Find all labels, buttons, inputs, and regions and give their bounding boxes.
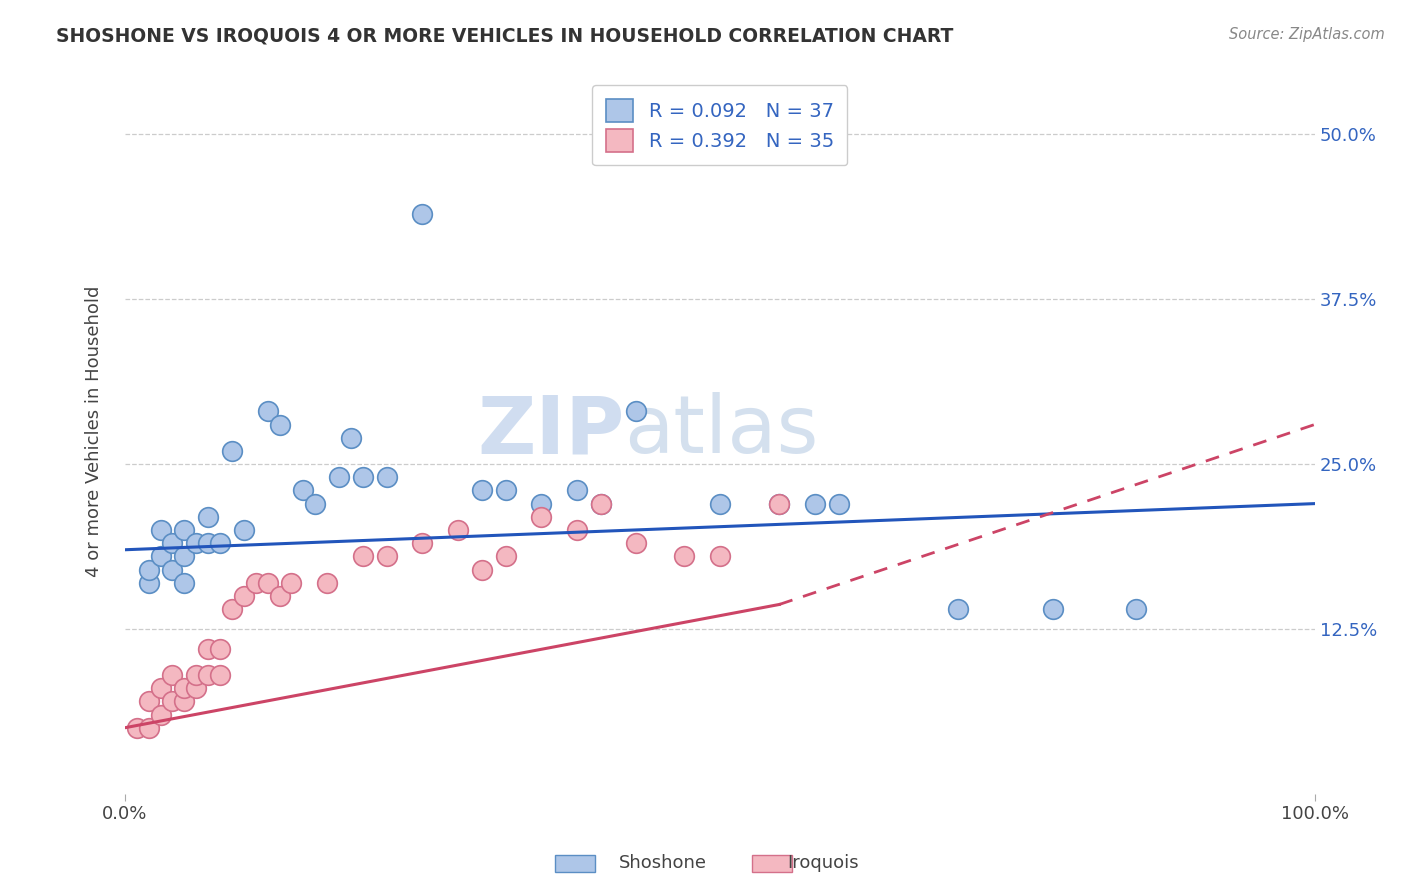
- Point: [411, 536, 433, 550]
- Point: [208, 536, 231, 550]
- Point: [673, 549, 696, 564]
- Point: [411, 206, 433, 220]
- Point: [626, 536, 648, 550]
- Point: [269, 417, 291, 432]
- Point: [138, 562, 160, 576]
- Point: [232, 589, 254, 603]
- Point: [709, 549, 731, 564]
- Point: [173, 681, 195, 696]
- Point: [768, 497, 790, 511]
- Point: [256, 575, 278, 590]
- Point: [375, 470, 398, 484]
- Point: [768, 497, 790, 511]
- Point: [589, 497, 612, 511]
- Point: [173, 694, 195, 708]
- Point: [149, 523, 172, 537]
- Text: Shoshone: Shoshone: [619, 855, 707, 872]
- Text: SHOSHONE VS IROQUOIS 4 OR MORE VEHICLES IN HOUSEHOLD CORRELATION CHART: SHOSHONE VS IROQUOIS 4 OR MORE VEHICLES …: [56, 27, 953, 45]
- Point: [530, 497, 553, 511]
- Point: [197, 509, 219, 524]
- Text: Iroquois: Iroquois: [787, 855, 859, 872]
- Point: [173, 575, 195, 590]
- Point: [173, 523, 195, 537]
- Point: [162, 694, 184, 708]
- Point: [447, 523, 470, 537]
- Point: [340, 431, 363, 445]
- Point: [149, 681, 172, 696]
- Point: [186, 668, 208, 682]
- Point: [589, 497, 612, 511]
- Point: [1125, 602, 1147, 616]
- Point: [256, 404, 278, 418]
- Point: [292, 483, 315, 498]
- Point: [495, 549, 517, 564]
- Point: [316, 575, 339, 590]
- Point: [352, 470, 374, 484]
- Point: [162, 562, 184, 576]
- Point: [565, 523, 588, 537]
- Point: [626, 404, 648, 418]
- Text: Source: ZipAtlas.com: Source: ZipAtlas.com: [1229, 27, 1385, 42]
- Point: [495, 483, 517, 498]
- Y-axis label: 4 or more Vehicles in Household: 4 or more Vehicles in Household: [86, 285, 103, 577]
- Point: [197, 668, 219, 682]
- Point: [828, 497, 851, 511]
- Point: [197, 536, 219, 550]
- Point: [709, 497, 731, 511]
- Point: [304, 497, 326, 511]
- Point: [280, 575, 302, 590]
- Point: [245, 575, 267, 590]
- Point: [208, 641, 231, 656]
- Point: [328, 470, 350, 484]
- Point: [138, 694, 160, 708]
- Point: [375, 549, 398, 564]
- Point: [173, 549, 195, 564]
- Point: [946, 602, 969, 616]
- Legend: R = 0.092   N = 37, R = 0.392   N = 35: R = 0.092 N = 37, R = 0.392 N = 35: [592, 86, 848, 165]
- Point: [125, 721, 148, 735]
- Text: ZIP: ZIP: [477, 392, 624, 470]
- Point: [352, 549, 374, 564]
- Point: [208, 668, 231, 682]
- Point: [197, 641, 219, 656]
- Point: [186, 681, 208, 696]
- Point: [565, 483, 588, 498]
- Point: [221, 443, 243, 458]
- Point: [186, 536, 208, 550]
- Point: [471, 483, 494, 498]
- Point: [162, 536, 184, 550]
- Point: [269, 589, 291, 603]
- Point: [471, 562, 494, 576]
- Point: [162, 668, 184, 682]
- Point: [232, 523, 254, 537]
- Point: [804, 497, 827, 511]
- Point: [138, 575, 160, 590]
- Text: atlas: atlas: [624, 392, 818, 470]
- Point: [149, 549, 172, 564]
- Point: [221, 602, 243, 616]
- Point: [1042, 602, 1064, 616]
- Point: [138, 721, 160, 735]
- Point: [149, 707, 172, 722]
- Point: [530, 509, 553, 524]
